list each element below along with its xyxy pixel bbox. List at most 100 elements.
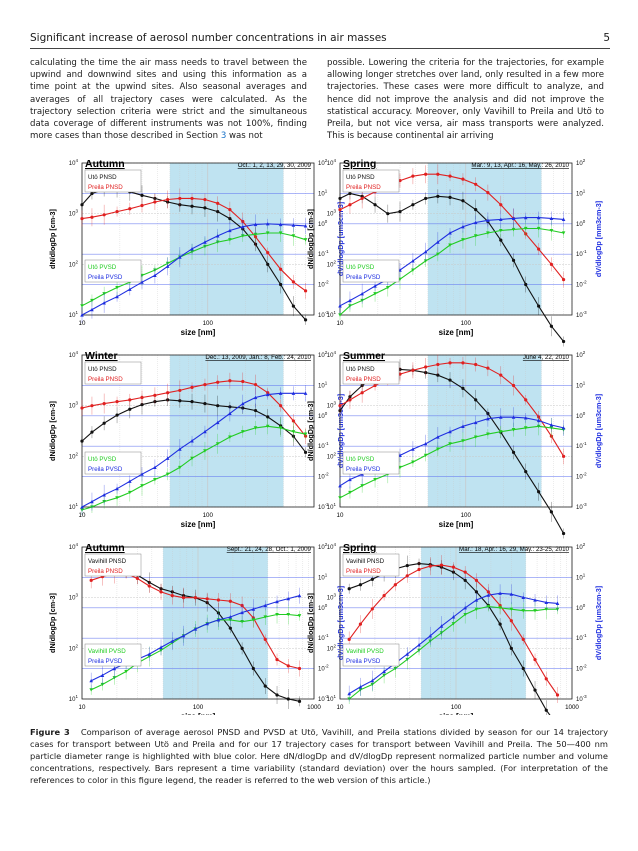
data-point (263, 684, 267, 688)
data-point (436, 447, 440, 451)
data-point (498, 430, 503, 434)
y-left-tick-label: 103 (327, 593, 337, 602)
data-point (291, 391, 296, 395)
data-point (190, 400, 194, 404)
data-point (90, 215, 94, 219)
y-right-tick-label: 102 (318, 350, 328, 359)
legend-number-box (84, 169, 142, 193)
data-point (266, 262, 270, 266)
data-point (561, 426, 566, 430)
data-point (286, 612, 291, 617)
legend-number-entry: Preila PNSD (346, 568, 381, 575)
legend-volume-box (342, 451, 400, 475)
data-point (128, 207, 132, 211)
data-point (216, 201, 220, 205)
legend-volume-entry: Preila PVSD (88, 658, 123, 665)
data-point (303, 318, 308, 322)
x-axis-label: size [nm] (439, 520, 474, 529)
panel-season-title: Autumn (85, 158, 125, 170)
chart-panel: Winter Dec.: 13, 2009, Jan.: 8, Feb.: 24,… (48, 350, 345, 529)
data-point (511, 216, 516, 221)
data-point (347, 637, 351, 642)
data-point (286, 664, 290, 668)
x-tick-label: 10 (79, 512, 86, 519)
data-point (140, 280, 144, 284)
y-right-tick-label: 101 (318, 380, 328, 389)
data-point (461, 177, 465, 181)
data-point (216, 598, 221, 602)
data-point (203, 197, 207, 202)
x-tick-label: 10 (337, 704, 344, 711)
data-point (473, 220, 478, 225)
data-point (436, 240, 440, 244)
data-point (423, 259, 428, 263)
data-point (360, 391, 364, 395)
data-point (115, 294, 119, 299)
data-point (228, 626, 232, 630)
data-point (338, 496, 342, 500)
legend-volume-entry: Preila PVSD (346, 658, 381, 665)
data-point (486, 416, 490, 421)
data-point (102, 401, 106, 406)
y-right-tick-label: 102 (576, 542, 586, 551)
y-left-tick-label: 104 (69, 158, 79, 167)
data-point (181, 596, 186, 600)
data-point (102, 301, 106, 305)
data-point (228, 599, 232, 603)
legend-volume-entry: Utö PVSD (346, 456, 375, 463)
legend-number-box (84, 361, 142, 385)
y-right-tick-label: 102 (318, 542, 328, 551)
data-point (338, 196, 342, 201)
data-point (297, 699, 302, 703)
x-tick-label: 100 (193, 704, 204, 711)
data-point (153, 477, 157, 482)
data-point (216, 404, 220, 408)
data-point (178, 447, 182, 451)
x-tick-label: 10 (337, 512, 344, 519)
data-point (486, 366, 490, 370)
x-axis-label: size [nm] (181, 328, 216, 337)
data-point (486, 593, 491, 597)
data-point (524, 282, 528, 287)
data-point (216, 618, 221, 622)
data-point (424, 365, 428, 369)
section-reference-link[interactable]: 3 (220, 131, 227, 142)
legend-volume-entry: Preila PVSD (346, 274, 381, 281)
data-point (348, 298, 352, 303)
data-point (561, 231, 566, 235)
data-point (90, 307, 94, 312)
data-point (178, 465, 182, 470)
data-point (265, 231, 270, 235)
y-left-axis-label: dN/dlogDp [cm-3] (48, 401, 57, 461)
data-point (203, 429, 207, 434)
data-point (338, 313, 342, 317)
data-point (411, 268, 415, 272)
data-point (102, 421, 106, 425)
legend-number-entry: Preila PNSD (346, 184, 381, 191)
data-point (115, 285, 119, 290)
y-right-tick-label: 10-3 (318, 694, 329, 703)
data-point (140, 402, 144, 407)
data-point (240, 234, 245, 238)
legend-number-entry: Utö PNSD (88, 174, 117, 181)
page-number: 5 (603, 32, 610, 44)
legend-volume-entry: Utö PVSD (88, 456, 117, 463)
running-title: Significant increase of aerosol number c… (30, 32, 387, 44)
data-point (140, 193, 144, 197)
y-right-tick-label: 10-3 (576, 502, 587, 511)
legend-number-entry: Vavihill PNSD (88, 558, 127, 565)
data-point (253, 395, 258, 400)
data-point (135, 576, 139, 581)
data-point (338, 304, 342, 308)
legend-number-entry: Vavihill PNSD (346, 558, 385, 565)
data-point (360, 484, 364, 488)
y-left-tick-label: 101 (69, 310, 79, 319)
data-point (436, 362, 440, 367)
x-axis-label: size [nm] (439, 328, 474, 337)
y-right-axis-label: dV/dlogDp [mm3cm-3] (594, 201, 603, 277)
data-point (80, 216, 84, 221)
data-point (240, 620, 244, 624)
data-point (228, 216, 232, 221)
data-point (140, 472, 144, 476)
data-point (303, 289, 308, 293)
